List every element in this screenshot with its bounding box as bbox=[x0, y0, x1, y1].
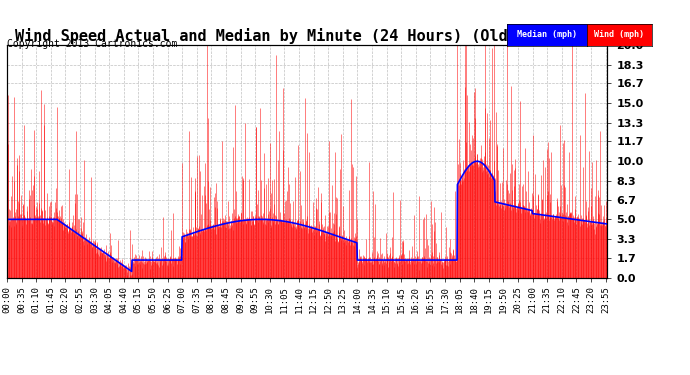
Text: Copyright 2013 Cartronics.com: Copyright 2013 Cartronics.com bbox=[7, 39, 177, 49]
Title: Wind Speed Actual and Median by Minute (24 Hours) (Old) 20131031: Wind Speed Actual and Median by Minute (… bbox=[15, 28, 599, 44]
Text: Wind (mph): Wind (mph) bbox=[594, 30, 644, 39]
Text: Median (mph): Median (mph) bbox=[517, 30, 577, 39]
